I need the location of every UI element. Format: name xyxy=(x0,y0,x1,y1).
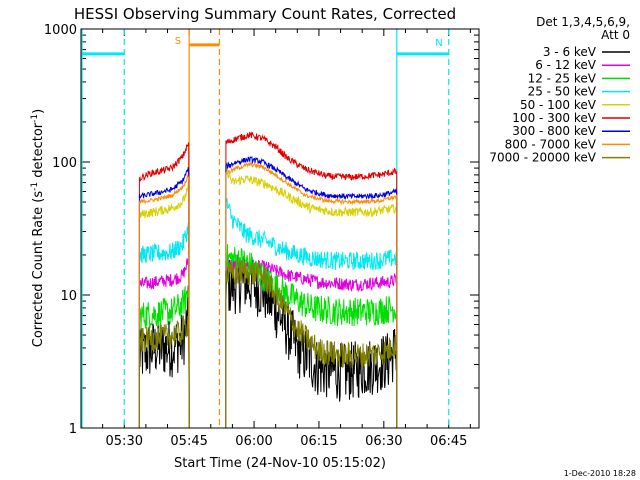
legend-label: 300 - 800 keV xyxy=(512,124,596,138)
y-axis-label-sup-2: -1 xyxy=(30,114,40,123)
series-line xyxy=(225,259,398,429)
night-label: S xyxy=(175,36,181,47)
y-axis-label-part-c: ) xyxy=(31,109,46,114)
series-line xyxy=(138,167,190,429)
x-tick-label: 05:30 xyxy=(106,434,143,449)
series-line xyxy=(225,131,398,429)
y-axis-label-sup-1: -1 xyxy=(30,182,40,191)
series-line xyxy=(225,198,398,429)
series-line xyxy=(138,258,190,429)
series-line xyxy=(138,173,190,429)
legend-header-line-1: Det 1,3,4,5,6,9, xyxy=(536,15,630,29)
y-axis-label-part-b: detector xyxy=(31,122,46,182)
legend-label: 50 - 100 keV xyxy=(520,98,597,112)
axis-ticks: 05:30 05:45 06:00 06:15 06:30 06:45 1 10 100 1000 xyxy=(44,23,479,449)
y-axis-label-part-a: Corrected Count Rate (s xyxy=(31,191,46,348)
legend-label: 3 - 6 keV xyxy=(543,45,597,59)
x-axis-label: Start Time (24-Nov-10 05:15:02) xyxy=(174,456,386,471)
plot-frame xyxy=(80,28,480,429)
x-tick-label: 05:45 xyxy=(170,434,207,449)
x-tick-label: 06:15 xyxy=(300,434,337,449)
legend-label: 800 - 7000 keV xyxy=(505,137,597,151)
saa-label: N xyxy=(435,38,442,49)
x-tick-label: 06:45 xyxy=(430,434,467,449)
legend-label: 100 - 300 keV xyxy=(512,111,596,125)
x-tick-label: 06:00 xyxy=(235,434,272,449)
series-lines xyxy=(138,131,398,429)
state-bars: NS xyxy=(81,29,450,428)
y-axis-label: Corrected Count Rate (s-1 detector-1) xyxy=(30,109,46,347)
legend-label: 25 - 50 keV xyxy=(528,85,597,99)
series-line xyxy=(138,316,190,429)
series-line xyxy=(138,183,190,429)
series-line xyxy=(225,160,398,429)
y-tick-label: 1 xyxy=(69,422,77,437)
series-line xyxy=(138,223,190,429)
series-line xyxy=(225,156,398,429)
legend-label: 12 - 25 keV xyxy=(528,71,597,85)
x-tick-label: 06:30 xyxy=(365,434,402,449)
y-tick-label: 1000 xyxy=(44,23,77,38)
y-tick-label: 10 xyxy=(60,289,77,304)
series-line xyxy=(225,166,398,429)
legend-label: 6 - 12 keV xyxy=(535,58,597,72)
chart-title: HESSI Observing Summary Count Rates, Cor… xyxy=(74,5,456,23)
series-line xyxy=(138,142,190,429)
legend-header-line-2: Att 0 xyxy=(601,28,630,42)
footer-date: 1-Dec-2010 18:28 xyxy=(564,469,636,478)
series-line xyxy=(138,286,190,429)
legend-label: 7000 - 20000 keV xyxy=(489,151,596,165)
y-tick-label: 100 xyxy=(52,156,77,171)
